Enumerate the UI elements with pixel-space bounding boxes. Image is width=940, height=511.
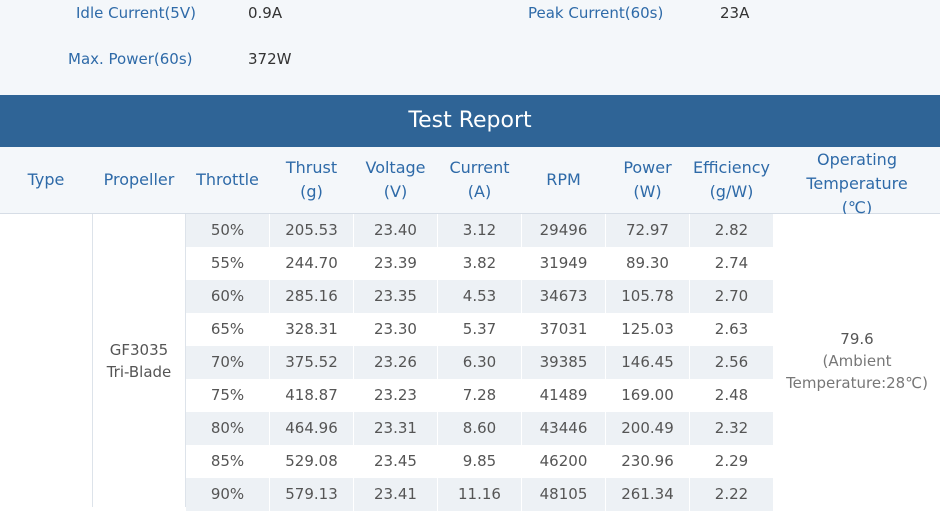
cell-thrust: 244.70 <box>270 247 354 280</box>
header-type: Type <box>27 170 65 189</box>
cell-current: 4.53 <box>438 280 522 313</box>
cell-thrust: 464.96 <box>270 412 354 445</box>
cell-current: 9.85 <box>438 445 522 478</box>
cell-throttle: 60% <box>186 280 270 313</box>
cell-power: 72.97 <box>606 214 690 247</box>
cell-power: 89.30 <box>606 247 690 280</box>
cell-rpm: 41489 <box>522 379 606 412</box>
cell-throttle: 80% <box>186 412 270 445</box>
cell-voltage: 23.26 <box>354 346 438 379</box>
table-header-row: Type Propeller Throttle Thrust (g) Voltag… <box>0 147 940 217</box>
cell-throttle: 65% <box>186 313 270 346</box>
cell-efficiency: 2.70 <box>690 280 774 313</box>
cell-efficiency: 2.74 <box>690 247 774 280</box>
cell-thrust: 529.08 <box>270 445 354 478</box>
cell-current: 6.30 <box>438 346 522 379</box>
cell-voltage: 23.41 <box>354 478 438 511</box>
idle-current-value: 0.9A <box>248 4 283 22</box>
cell-throttle: 90% <box>186 478 270 511</box>
header-thrust: Thrust (g) <box>285 158 338 201</box>
peak-current-label: Peak Current(60s) <box>528 4 664 22</box>
cell-rpm: 43446 <box>522 412 606 445</box>
cell-efficiency: 2.48 <box>690 379 774 412</box>
header-current: Current (A) <box>449 158 510 201</box>
cell-thrust: 205.53 <box>270 214 354 247</box>
test-report-title: Test Report <box>0 95 940 147</box>
temperature-cell: 79.6 (Ambient Temperature:28℃) <box>774 214 940 507</box>
cell-voltage: 23.30 <box>354 313 438 346</box>
max-power-label: Max. Power(60s) <box>68 50 193 68</box>
cell-throttle: 55% <box>186 247 270 280</box>
cell-voltage: 23.45 <box>354 445 438 478</box>
cell-thrust: 375.52 <box>270 346 354 379</box>
header-throttle: Throttle <box>196 170 259 189</box>
cell-throttle: 75% <box>186 379 270 412</box>
header-power: Power (W) <box>623 158 672 201</box>
cell-throttle: 50% <box>186 214 270 247</box>
header-efficiency: Efficiency (g/W) <box>692 158 771 201</box>
cell-rpm: 29496 <box>522 214 606 247</box>
cell-voltage: 23.31 <box>354 412 438 445</box>
cell-rpm: 48105 <box>522 478 606 511</box>
cell-efficiency: 2.63 <box>690 313 774 346</box>
cell-voltage: 23.40 <box>354 214 438 247</box>
cell-thrust: 285.16 <box>270 280 354 313</box>
cell-efficiency: 2.82 <box>690 214 774 247</box>
cell-current: 11.16 <box>438 478 522 511</box>
header-propeller: Propeller <box>103 170 175 189</box>
cell-efficiency: 2.22 <box>690 478 774 511</box>
peak-current-value: 23A <box>720 4 750 22</box>
cell-thrust: 579.13 <box>270 478 354 511</box>
cell-throttle: 70% <box>186 346 270 379</box>
cell-thrust: 418.87 <box>270 379 354 412</box>
cell-rpm: 34673 <box>522 280 606 313</box>
cell-power: 169.00 <box>606 379 690 412</box>
header-voltage: Voltage (V) <box>365 158 426 201</box>
cell-power: 200.49 <box>606 412 690 445</box>
cell-power: 125.03 <box>606 313 690 346</box>
propeller-cell: GF3035 Tri-Blade <box>93 214 186 507</box>
cell-voltage: 23.23 <box>354 379 438 412</box>
max-power-value: 372W <box>248 50 292 68</box>
cell-throttle: 85% <box>186 445 270 478</box>
cell-efficiency: 2.56 <box>690 346 774 379</box>
cell-thrust: 328.31 <box>270 313 354 346</box>
cell-power: 261.34 <box>606 478 690 511</box>
cell-current: 8.60 <box>438 412 522 445</box>
cell-rpm: 31949 <box>522 247 606 280</box>
cell-current: 7.28 <box>438 379 522 412</box>
cell-efficiency: 2.32 <box>690 412 774 445</box>
cell-power: 146.45 <box>606 346 690 379</box>
cell-voltage: 23.39 <box>354 247 438 280</box>
idle-current-label: Idle Current(5V) <box>76 4 196 22</box>
specs-section: Idle Current(5V) 0.9A Peak Current(60s) … <box>0 0 940 95</box>
type-cell <box>0 214 93 507</box>
cell-power: 105.78 <box>606 280 690 313</box>
cell-rpm: 46200 <box>522 445 606 478</box>
header-temperature: Operating Temperature (℃) <box>806 150 908 217</box>
cell-power: 230.96 <box>606 445 690 478</box>
cell-rpm: 39385 <box>522 346 606 379</box>
header-rpm: RPM <box>546 170 581 189</box>
cell-voltage: 23.35 <box>354 280 438 313</box>
cell-current: 3.12 <box>438 214 522 247</box>
cell-efficiency: 2.29 <box>690 445 774 478</box>
cell-current: 5.37 <box>438 313 522 346</box>
cell-rpm: 37031 <box>522 313 606 346</box>
cell-current: 3.82 <box>438 247 522 280</box>
